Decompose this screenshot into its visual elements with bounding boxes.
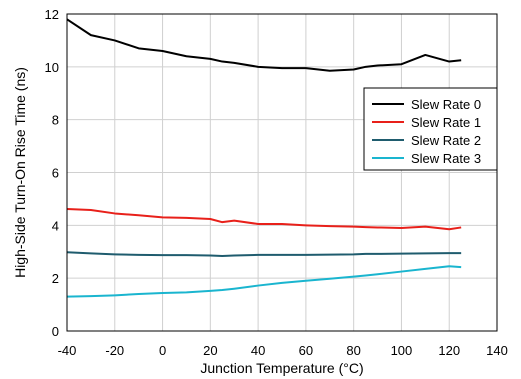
- tick-layer: -40 -20 0 20 40 60 80 100 120 140 0 2 4 6 8 10 12: [45, 7, 508, 358]
- legend-label: Slew Rate 2: [411, 133, 481, 148]
- y-tick-label: 10: [45, 60, 59, 75]
- x-tick-label: 80: [346, 343, 360, 358]
- legend-box: [363, 87, 498, 171]
- x-tick-label: 60: [299, 343, 313, 358]
- y-tick-label: 2: [52, 271, 59, 286]
- plot-frame: [66, 13, 498, 332]
- y-tick-label: 4: [52, 218, 59, 233]
- series-line: [66, 18, 462, 72]
- y-tick-label: 12: [45, 7, 59, 22]
- x-axis-title: Junction Temperature (°C): [200, 360, 363, 376]
- x-tick-label: 140: [486, 343, 508, 358]
- x-tick-label: 120: [438, 343, 460, 358]
- legend-label: Slew Rate 1: [411, 115, 481, 130]
- y-tick-label: 8: [52, 113, 59, 128]
- legend-label: Slew Rate 0: [411, 97, 481, 112]
- x-tick-label: 100: [391, 343, 413, 358]
- x-tick-label: 40: [251, 343, 265, 358]
- series-line: [66, 251, 462, 257]
- legend-label: Slew Rate 3: [411, 151, 481, 166]
- y-tick-label: 6: [52, 166, 59, 181]
- x-tick-label: 0: [159, 343, 166, 358]
- x-tick-label: 20: [203, 343, 217, 358]
- legend: Slew Rate 0 Slew Rate 1 Slew Rate 2 Slew Ra…: [363, 87, 498, 171]
- series-line: [66, 207, 462, 231]
- x-tick-label: -20: [105, 343, 124, 358]
- series-line: [66, 265, 462, 298]
- x-tick-label: -40: [58, 343, 77, 358]
- series-layer: [66, 18, 462, 298]
- y-tick-label: 0: [52, 324, 59, 339]
- y-axis-title: High-Side Turn-On Rise Time (ns): [12, 67, 28, 278]
